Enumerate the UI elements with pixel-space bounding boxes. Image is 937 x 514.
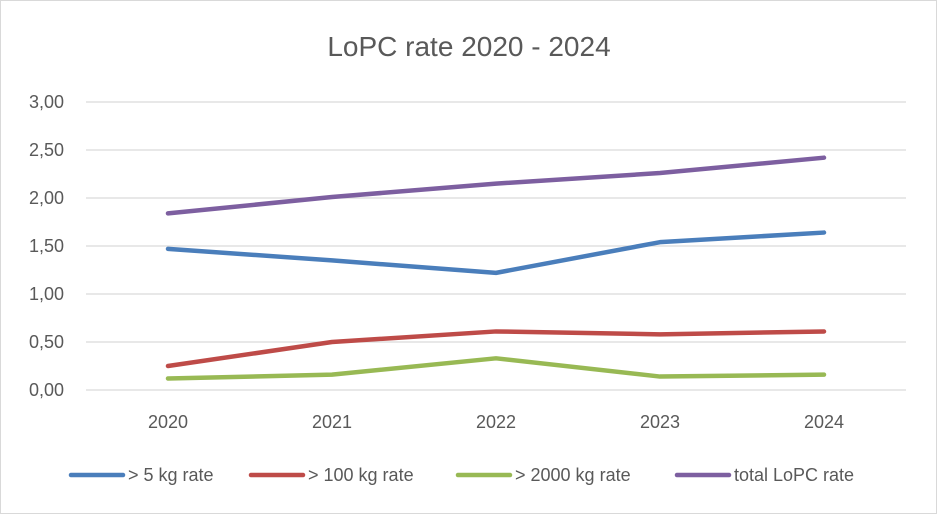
legend-label: > 100 kg rate [308, 465, 414, 485]
x-tick-label: 2023 [640, 412, 680, 432]
legend-label: > 2000 kg rate [515, 465, 631, 485]
y-tick-label: 2,00 [29, 188, 64, 208]
series-line [165, 356, 827, 381]
legend-label: total LoPC rate [734, 465, 854, 485]
gridlines [86, 101, 906, 391]
legend-label: > 5 kg rate [128, 465, 214, 485]
y-tick-label: 0,50 [29, 332, 64, 352]
y-tick-label: 1,50 [29, 236, 64, 256]
series-line [165, 155, 827, 216]
chart-title: LoPC rate 2020 - 2024 [327, 31, 610, 62]
legend: > 5 kg rate > 100 kg rate > 2000 kg rate to… [68, 465, 854, 485]
y-tick-label: 2,50 [29, 140, 64, 160]
x-tick-label: 2022 [476, 412, 516, 432]
x-axis-ticks: 2020 2021 2022 2023 2024 [148, 412, 844, 432]
series-lines [165, 155, 827, 381]
y-tick-label: 1,00 [29, 284, 64, 304]
series-line [165, 329, 827, 369]
y-tick-label: 3,00 [29, 92, 64, 112]
series-line [165, 230, 827, 276]
x-tick-label: 2021 [312, 412, 352, 432]
y-axis-ticks: 0,00 0,50 1,00 1,50 2,00 2,50 3,00 [29, 92, 64, 400]
x-tick-label: 2020 [148, 412, 188, 432]
x-tick-label: 2024 [804, 412, 844, 432]
y-tick-label: 0,00 [29, 380, 64, 400]
